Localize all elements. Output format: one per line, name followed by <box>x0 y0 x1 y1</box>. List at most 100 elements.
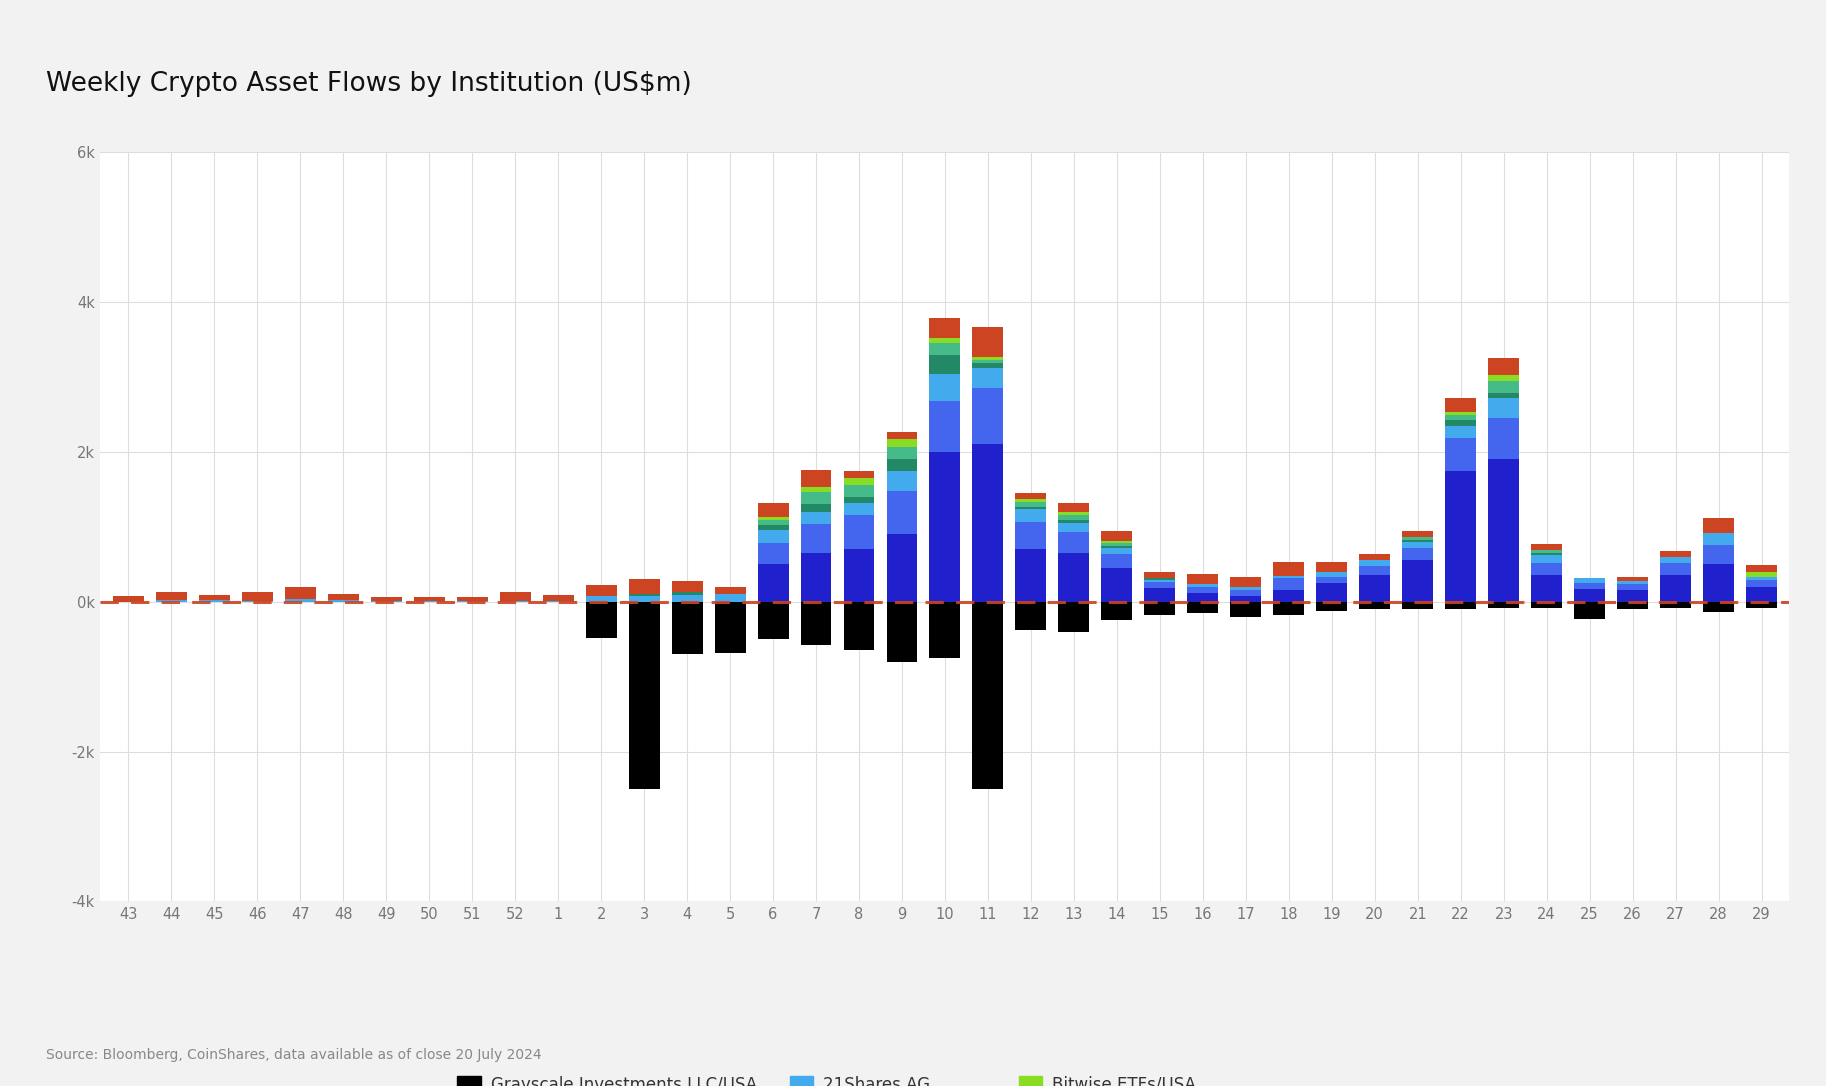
Bar <box>844 550 875 602</box>
Bar <box>929 338 960 343</box>
Legend: Grayscale Investments LLC/USA, iShares ETFs/USA, Fidelity ETFs/USA, 21Shares AG,: Grayscale Investments LLC/USA, iShares E… <box>451 1069 1203 1086</box>
Bar <box>1101 548 1132 555</box>
Bar <box>1532 550 1561 553</box>
Bar <box>758 517 789 520</box>
Bar <box>1359 602 1390 609</box>
Bar <box>628 594 659 596</box>
Bar <box>1402 531 1433 538</box>
Bar <box>973 388 1004 444</box>
Bar <box>329 599 358 602</box>
Bar <box>1488 602 1519 608</box>
Bar <box>628 596 659 602</box>
Bar <box>1273 563 1304 576</box>
Bar <box>285 588 316 599</box>
Bar <box>1145 602 1176 615</box>
Bar <box>1145 578 1176 580</box>
Bar <box>672 595 703 602</box>
Bar <box>1187 586 1218 593</box>
Bar <box>415 597 446 601</box>
Bar <box>1444 426 1475 439</box>
Bar <box>1059 523 1090 532</box>
Bar <box>714 594 745 602</box>
Bar <box>1618 581 1649 583</box>
Bar <box>1359 555 1390 560</box>
Bar <box>1101 602 1132 620</box>
Bar <box>329 594 358 599</box>
Bar <box>1402 542 1433 547</box>
Bar <box>1359 576 1390 602</box>
Bar <box>542 601 573 602</box>
Bar <box>1574 602 1605 619</box>
Bar <box>500 592 531 601</box>
Bar <box>1660 576 1691 602</box>
Bar <box>1488 392 1519 397</box>
Bar <box>929 343 960 355</box>
Bar <box>1317 583 1348 602</box>
Bar <box>886 439 917 446</box>
Bar <box>1015 498 1046 502</box>
Bar <box>1660 551 1691 557</box>
Bar <box>1532 602 1561 608</box>
Bar <box>1444 470 1475 602</box>
Bar <box>844 485 875 497</box>
Bar <box>1145 589 1176 602</box>
Bar <box>1444 602 1475 609</box>
Bar <box>672 602 703 654</box>
Bar <box>1101 541 1132 543</box>
Bar <box>1618 583 1649 590</box>
Bar <box>199 599 230 602</box>
Bar <box>1488 397 1519 418</box>
Bar <box>628 602 659 788</box>
Bar <box>1359 566 1390 576</box>
Bar <box>844 497 875 503</box>
Bar <box>1746 572 1777 578</box>
Bar <box>1704 602 1735 613</box>
Bar <box>1015 507 1046 509</box>
Bar <box>1145 572 1176 578</box>
Bar <box>1444 415 1475 420</box>
Bar <box>1444 420 1475 426</box>
Bar <box>1101 555 1132 568</box>
Bar <box>1488 459 1519 602</box>
Bar <box>1444 399 1475 413</box>
Bar <box>1231 578 1262 588</box>
Bar <box>1101 531 1132 541</box>
Bar <box>973 602 1004 788</box>
Text: Weekly Crypto Asset Flows by Institution (US$m): Weekly Crypto Asset Flows by Institution… <box>46 71 692 97</box>
Bar <box>886 491 917 534</box>
Bar <box>1532 544 1561 550</box>
Bar <box>844 602 875 651</box>
Bar <box>1402 560 1433 602</box>
Bar <box>929 401 960 452</box>
Bar <box>672 581 703 592</box>
Bar <box>456 597 488 601</box>
Bar <box>1488 380 1519 392</box>
Bar <box>371 601 402 602</box>
Bar <box>1402 538 1433 540</box>
Bar <box>1015 550 1046 602</box>
Bar <box>758 520 789 526</box>
Bar <box>1660 563 1691 576</box>
Bar <box>1317 561 1348 571</box>
Bar <box>1059 553 1090 602</box>
Bar <box>1101 546 1132 548</box>
Bar <box>1746 586 1777 602</box>
Bar <box>1444 413 1475 415</box>
Bar <box>1704 533 1735 545</box>
Text: Source: Bloomberg, CoinShares, data available as of close 20 July 2024: Source: Bloomberg, CoinShares, data avai… <box>46 1048 540 1062</box>
Bar <box>1231 590 1262 595</box>
Bar <box>1317 577 1348 583</box>
Bar <box>1574 578 1605 583</box>
Bar <box>800 512 831 525</box>
Bar <box>1574 583 1605 589</box>
Bar <box>1532 576 1561 602</box>
Bar <box>1317 571 1348 577</box>
Bar <box>1273 576 1304 579</box>
Bar <box>1574 589 1605 602</box>
Bar <box>672 592 703 595</box>
Bar <box>929 452 960 602</box>
Bar <box>758 564 789 602</box>
Bar <box>844 503 875 516</box>
Bar <box>1704 564 1735 602</box>
Bar <box>886 534 917 602</box>
